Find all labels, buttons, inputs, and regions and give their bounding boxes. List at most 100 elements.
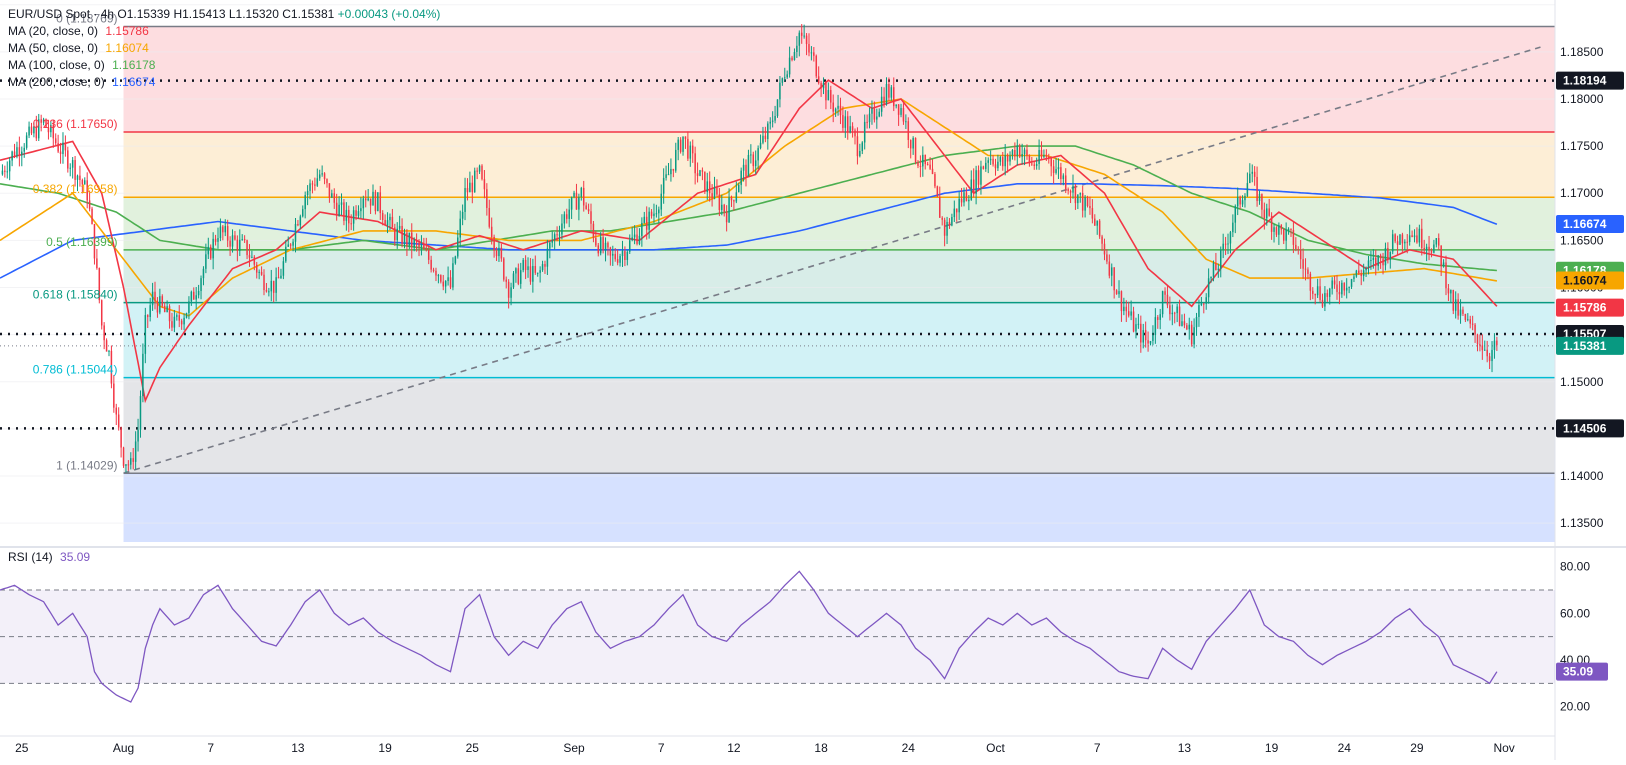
candle-body <box>786 74 788 78</box>
candle-366 <box>888 77 890 102</box>
candle-63 <box>154 281 156 310</box>
candle-130 <box>316 168 319 187</box>
candle-body <box>1212 263 1215 277</box>
candle-452 <box>1096 220 1098 235</box>
candle-100 <box>243 235 246 243</box>
price-badge-text: 1.15786 <box>1563 301 1607 315</box>
candle-body <box>1028 155 1031 164</box>
candle-237 <box>575 183 578 210</box>
candle-426 <box>1033 161 1035 170</box>
candle-body <box>1217 268 1220 271</box>
candle-375 <box>909 139 912 159</box>
price-badge-1.14506: 1.14506 <box>1556 419 1624 438</box>
candle-555 <box>1345 278 1348 299</box>
candle-300 <box>728 188 730 223</box>
candle-body <box>1069 190 1072 193</box>
legend-ma20[interactable]: MA (20, close, 0) 1.15786 <box>8 23 440 40</box>
candle-body <box>1253 171 1256 177</box>
price-badge-bg <box>1556 214 1624 233</box>
candle-413 <box>1002 151 1004 171</box>
candle-body <box>982 166 985 169</box>
candle-279 <box>677 136 679 161</box>
candle-body <box>96 258 98 269</box>
candle-129 <box>314 177 316 191</box>
candle-body <box>161 296 164 306</box>
candle-125 <box>304 191 306 219</box>
candle-47 <box>115 403 118 426</box>
candle-211 <box>512 271 515 289</box>
candle-569 <box>1379 253 1382 269</box>
candle-24 <box>59 142 62 164</box>
candle-22 <box>54 133 57 147</box>
candle-body <box>258 271 260 273</box>
candle-299 <box>725 205 728 232</box>
candle-382 <box>926 161 929 166</box>
candle-578 <box>1401 232 1404 252</box>
candle-512 <box>1241 195 1244 207</box>
candle-body <box>1147 340 1149 344</box>
candle-body <box>1379 255 1382 259</box>
candle-body <box>604 242 607 251</box>
candle-13 <box>33 122 35 138</box>
candle-body <box>549 242 551 249</box>
candle-282 <box>684 136 687 149</box>
candle-492 <box>1193 318 1195 349</box>
candle-589 <box>1428 235 1430 261</box>
rsi-legend[interactable]: RSI (14) 35.09 <box>8 550 90 564</box>
candle-body <box>447 277 449 281</box>
candle-body <box>1333 280 1336 285</box>
candle-548 <box>1328 287 1331 305</box>
candle-body <box>1360 273 1362 277</box>
price-tick-label: 1.18000 <box>1560 92 1604 106</box>
candle-body <box>207 246 210 255</box>
legend-ma50[interactable]: MA (50, close, 0) 1.16074 <box>8 40 440 57</box>
candle-body <box>1144 330 1147 341</box>
candle-body <box>108 350 110 352</box>
candle-533 <box>1292 221 1295 254</box>
candle-body <box>965 192 968 202</box>
candle-447 <box>1084 195 1086 218</box>
candle-328 <box>796 36 798 58</box>
candle-297 <box>721 194 723 216</box>
candle-body <box>885 84 888 105</box>
legend-ma200[interactable]: MA (200, close, 0) 1.16674 <box>8 74 440 91</box>
candle-body <box>1491 349 1493 362</box>
fib-lines <box>123 25 1555 475</box>
candle-body <box>793 51 796 60</box>
price-badge-1.18194: 1.18194 <box>1556 71 1624 90</box>
candle-469 <box>1137 313 1140 329</box>
candle-399 <box>968 194 970 211</box>
time-tick-label: 18 <box>814 741 828 755</box>
candle-12 <box>30 122 33 136</box>
candle-2 <box>6 161 9 179</box>
candle-292 <box>708 171 711 202</box>
candle-body <box>285 246 287 262</box>
candle-197 <box>478 164 481 174</box>
candle-body <box>364 198 367 201</box>
candle-body <box>67 150 69 169</box>
candle-444 <box>1077 194 1079 210</box>
candle-549 <box>1331 277 1333 295</box>
candle-93 <box>226 219 229 248</box>
candle-body <box>975 170 977 194</box>
candle-body <box>784 77 786 79</box>
candle-398 <box>965 187 968 202</box>
candle-74 <box>180 318 183 330</box>
candle-230 <box>558 225 561 246</box>
candle-body <box>827 90 830 101</box>
candle-432 <box>1048 153 1050 164</box>
legend-ma100[interactable]: MA (100, close, 0) 1.16178 <box>8 57 440 74</box>
candle-225 <box>546 239 549 276</box>
candle-119 <box>289 243 292 250</box>
candle-248 <box>602 228 604 254</box>
candle-body <box>1079 193 1082 195</box>
candle-198 <box>481 164 483 181</box>
candle-body <box>125 464 127 466</box>
price-tick-label: 1.14000 <box>1560 469 1604 483</box>
candle-body <box>113 383 115 408</box>
price-badge-bg <box>1556 71 1624 90</box>
candle-224 <box>544 260 546 274</box>
candle-577 <box>1399 233 1401 245</box>
candle-331 <box>803 24 805 39</box>
